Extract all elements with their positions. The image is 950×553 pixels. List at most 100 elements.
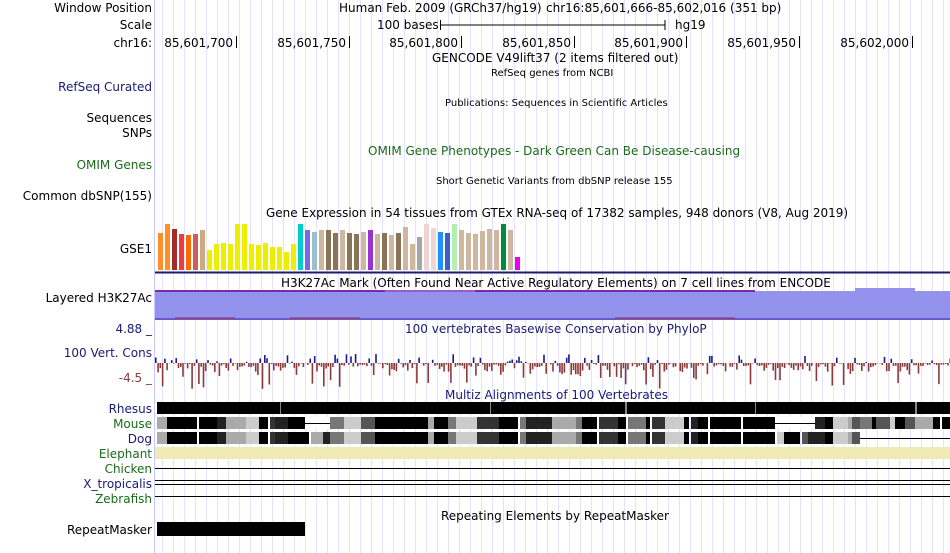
phylop-bar	[683, 363, 686, 368]
phylop-bar	[200, 363, 202, 367]
mouse-alignment	[526, 417, 537, 429]
snps-track-label[interactable]: SNPs	[122, 126, 152, 140]
repeatmasker-element[interactable]	[155, 520, 315, 538]
mouse-alignment	[582, 417, 597, 429]
phylop-bar	[536, 363, 538, 368]
multiz-species-label[interactable]: Chicken	[104, 462, 152, 476]
repeatmasker-track-label[interactable]: RepeatMasker	[66, 523, 152, 537]
repeatmasker-track-title[interactable]: Repeating Elements by RepeatMasker	[441, 509, 669, 523]
multiz-species-label[interactable]: Mouse	[113, 417, 152, 431]
multiz-species-label[interactable]: Elephant	[98, 447, 152, 461]
phylop-bar	[645, 363, 647, 385]
mouse-alignment	[890, 417, 895, 429]
phylop-bar	[742, 363, 745, 367]
phylop-bar	[166, 363, 168, 371]
phylop-track-title[interactable]: 100 vertebrates Basewise Conservation by…	[405, 322, 707, 336]
phylop-bar	[706, 363, 709, 375]
mouse-alignment	[723, 417, 741, 429]
phylop-bar	[538, 363, 541, 367]
phylop-bar	[795, 363, 797, 366]
gtex-bar	[368, 230, 373, 270]
phylop-bar	[885, 363, 888, 372]
gtex-bar	[410, 244, 415, 270]
phylop-bar	[754, 358, 756, 363]
dog-alignment	[407, 432, 428, 444]
phylop-bar	[586, 363, 588, 366]
phylop-bar	[729, 363, 731, 367]
h3k27ac-track-label[interactable]: Layered H3K27Ac	[45, 291, 152, 305]
phylop-bar	[922, 363, 924, 366]
h3k27ac-track-title[interactable]: H3K27Ac Mark (Often Found Near Active Re…	[281, 276, 831, 290]
gtex-bar	[508, 230, 513, 270]
gtex-bar	[480, 231, 485, 270]
phylop-bar	[359, 363, 361, 365]
assembly-name: Human Feb. 2009 (GRCh37/hg19)	[339, 1, 542, 15]
omim-track-label[interactable]: OMIM Genes	[76, 158, 152, 172]
phylop-bar	[811, 363, 813, 366]
phylop-bar	[525, 361, 527, 363]
ruler-tick-mark	[799, 36, 800, 48]
publications-track-title[interactable]: Publications: Sequences in Scientific Ar…	[445, 98, 668, 109]
multiz-species-label[interactable]: Zebrafish	[95, 492, 152, 506]
multiz-species-label[interactable]: Dog	[127, 432, 152, 446]
rhesus-gap	[915, 402, 917, 414]
dog-alignment	[691, 432, 698, 444]
refseq-track-label[interactable]: RefSeq Curated	[58, 80, 152, 94]
h3k27ac-signal[interactable]	[155, 288, 950, 322]
gtex-bar	[326, 230, 331, 270]
gtex-bar	[473, 234, 478, 270]
dog-alignment	[802, 432, 808, 444]
phylop-bar	[615, 363, 618, 377]
gtex-bar	[515, 257, 520, 270]
mouse-alignment	[477, 417, 492, 429]
dbsnp-track-label[interactable]: Common dbSNP(155)	[22, 189, 152, 203]
chromosome-label: chr16:	[113, 36, 152, 50]
dog-alignment	[246, 432, 259, 444]
phylop-bar	[636, 363, 638, 368]
refseq-track-title[interactable]: RefSeq genes from NCBI	[491, 68, 614, 79]
phylop-bar	[686, 363, 688, 369]
sequences-track-label[interactable]: Sequences	[86, 111, 152, 125]
ruler-tick-label: 85,601,800	[389, 36, 458, 50]
ruler-tick-mark	[236, 36, 237, 48]
phylop-bar	[418, 357, 420, 363]
phylop-bar	[945, 363, 947, 365]
phylop-bar	[867, 363, 870, 372]
track-grid	[162, 0, 944, 553]
omim-track-title[interactable]: OMIM Gene Phenotypes - Dark Green Can Be…	[368, 144, 741, 158]
dog-alignment	[568, 432, 576, 444]
phylop-track-label[interactable]: 100 Vert. Cons	[63, 346, 152, 360]
phylop-bar	[475, 363, 477, 376]
phylop-bar	[479, 357, 482, 363]
phylop-bar	[697, 363, 700, 366]
phylop-bar	[502, 363, 504, 372]
phylop-bar	[254, 363, 257, 372]
dbsnp-track-title[interactable]: Short Genetic Variants from dbSNP releas…	[436, 176, 673, 187]
phylop-bar	[491, 363, 493, 371]
multiz-species-label[interactable]: Rhesus	[108, 402, 152, 416]
phylop-bar	[245, 361, 248, 363]
mouse-alignment	[226, 417, 246, 429]
multiz-alignment[interactable]	[155, 400, 950, 500]
mouse-alignment	[618, 417, 626, 429]
mouse-alignment	[698, 417, 708, 429]
gtex-track-label[interactable]: GSE1	[119, 242, 152, 256]
dog-alignment	[848, 432, 852, 444]
gencode-track-title[interactable]: GENCODE V49lift37 (2 items filtered out)	[432, 51, 679, 65]
mouse-alignment	[933, 417, 940, 429]
phylop-bar	[556, 363, 559, 366]
phylop-bar	[209, 363, 212, 365]
dog-alignment	[311, 432, 323, 444]
phylop-bar	[515, 360, 518, 363]
multiz-track-title[interactable]: Multiz Alignments of 100 Vertebrates	[445, 388, 669, 402]
phylop-signal[interactable]	[155, 338, 950, 390]
gtex-track-title[interactable]: Gene Expression in 54 tissues from GTEx …	[266, 206, 849, 220]
multiz-species-label[interactable]: X_tropicalis	[83, 477, 152, 491]
gtex-expression-chart[interactable]	[155, 222, 950, 274]
dog-alignment	[599, 432, 618, 444]
dog-alignment	[684, 432, 689, 444]
phylop-bar	[822, 363, 824, 365]
gtex-bar	[179, 234, 184, 270]
gtex-bar	[375, 234, 380, 270]
phylop-bar	[690, 363, 693, 368]
